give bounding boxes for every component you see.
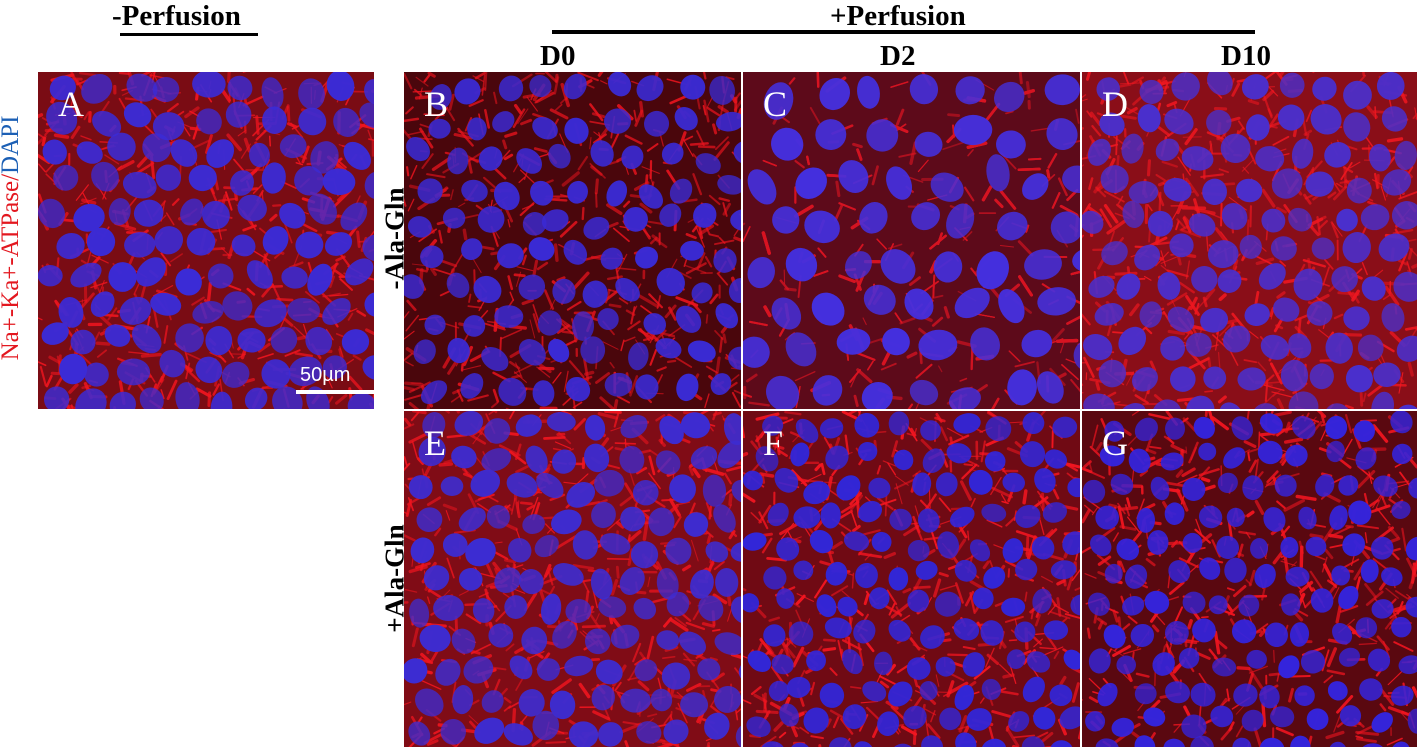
header-minus-perfusion-underline [120,33,258,36]
panel-label-f: F [763,423,784,463]
micrograph-panel-b: B [404,72,741,409]
stain-label-nucleus: DAPI [0,115,24,174]
stain-label: Na+-Ka+-ATPase/DAPI [0,88,25,388]
column-header-d10: D10 [1221,40,1271,72]
scale-bar [296,390,374,394]
panel-label-g: G [1102,423,1128,463]
header-plus-perfusion-rule [552,30,1255,34]
micrograph-panel-d: D [1082,72,1417,409]
header-plus-perfusion: +Perfusion [830,0,966,32]
column-header-d0: D0 [540,40,576,72]
scale-bar-label: 50µm [300,364,351,386]
panel-label-b: B [424,84,449,124]
panel-label-d: D [1102,84,1128,124]
stain-label-membrane: Na+-Ka+-ATPase [0,180,24,361]
micrograph-panel-g: G [1082,411,1417,747]
micrograph-panel-c: C [743,72,1080,409]
column-header-d2: D2 [880,40,916,72]
panel-label-e: E [424,423,446,463]
panel-label-a: A [58,84,84,124]
panel-label-c: C [763,84,788,124]
micrograph-panel-a: A 50µm [38,72,374,409]
stain-label-separator: / [0,174,24,181]
micrograph-panel-f: F [743,411,1080,747]
micrograph-panel-e: E [404,411,741,747]
header-minus-perfusion: -Perfusion [112,0,241,32]
